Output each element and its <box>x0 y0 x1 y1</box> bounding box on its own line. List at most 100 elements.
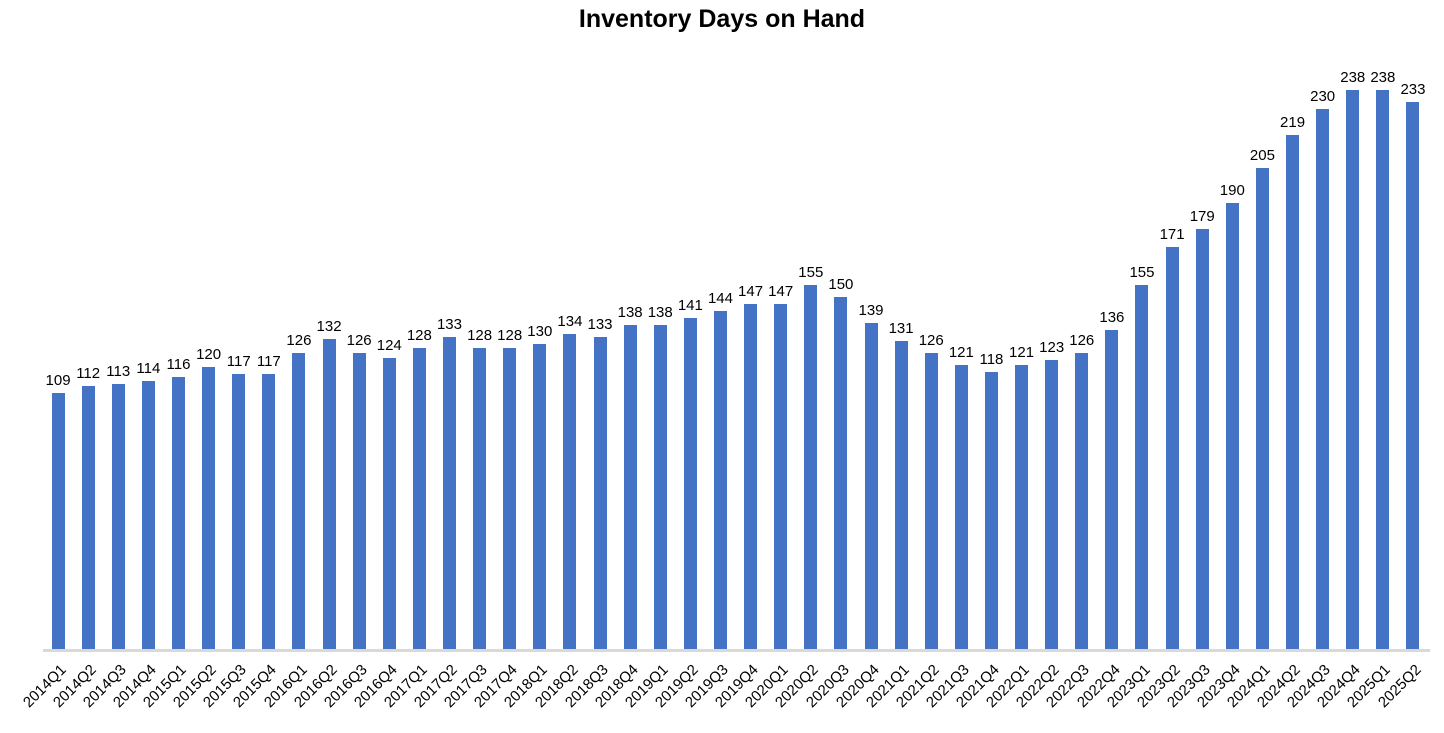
bar-2018Q3 <box>593 336 607 649</box>
category-slot-2014Q3: 113 2014Q3 <box>80 60 133 711</box>
category-slot-2017Q2: 133 2017Q2 <box>411 60 464 711</box>
category-slot-2017Q1: 128 2017Q1 <box>381 60 434 711</box>
bar-2014Q1 <box>51 393 65 649</box>
category-slot-2020Q1: 147 2020Q1 <box>742 60 796 711</box>
category-slot-2014Q1: 109 2014Q1 <box>20 60 73 711</box>
category-slot-2015Q4: 117 2015Q4 <box>230 60 284 711</box>
bar-2024Q1 <box>1255 167 1269 649</box>
bar-value-label: 126 <box>346 332 372 350</box>
bar-value-label: 123 <box>1039 339 1065 357</box>
bar-value-label: 128 <box>406 327 432 345</box>
category-slot-2023Q3: 179 2023Q3 <box>1164 60 1217 711</box>
category-slot-2024Q4: 238 2024Q4 <box>1314 60 1368 711</box>
category-slot-2014Q4: 114 2014Q4 <box>110 60 163 711</box>
category-slot-2016Q1: 126 2016Q1 <box>260 60 314 711</box>
bar-2023Q2 <box>1165 247 1179 649</box>
bar-value-label: 138 <box>647 303 673 321</box>
category-slot-2021Q3: 121 2021Q3 <box>923 60 976 711</box>
bar-2020Q1 <box>774 303 788 649</box>
x-axis-line <box>43 649 1430 652</box>
category-slot-2018Q1: 130 2018Q1 <box>501 60 555 711</box>
category-slot-2020Q2: 155 2020Q2 <box>772 60 826 711</box>
bar-2019Q3 <box>713 310 727 649</box>
bar-2022Q4 <box>1105 329 1119 649</box>
bar-value-label: 147 <box>738 282 764 300</box>
bar-2021Q3 <box>954 364 968 649</box>
category-slot-2023Q4: 190 2023Q4 <box>1194 60 1247 711</box>
bar-2016Q4 <box>382 357 396 649</box>
bar-value-label: 112 <box>76 364 101 382</box>
bar-value-label: 155 <box>1129 263 1155 281</box>
category-slot-2024Q3: 230 2024Q3 <box>1284 60 1338 711</box>
category-slot-2022Q4: 136 2022Q4 <box>1073 60 1127 711</box>
bar-2024Q3 <box>1316 108 1330 649</box>
bar-value-label: 128 <box>467 327 493 345</box>
category-slot-2021Q2: 126 2021Q2 <box>893 60 946 711</box>
bar-value-label: 138 <box>617 303 643 321</box>
category-slot-2025Q2: 233 2025Q2 <box>1375 60 1428 711</box>
category-slot-2018Q2: 134 2018Q2 <box>531 60 585 711</box>
chart-title: Inventory Days on Hand <box>578 5 866 33</box>
bar-value-label: 121 <box>1009 343 1035 361</box>
category-slot-2021Q1: 131 2021Q1 <box>863 60 916 711</box>
bar-value-label: 126 <box>286 332 312 350</box>
bar-value-label: 121 <box>948 343 974 361</box>
category-slot-2025Q1: 238 2025Q1 <box>1344 60 1398 711</box>
bar-2015Q1 <box>171 376 185 649</box>
bar-value-label: 190 <box>1219 181 1245 199</box>
category-slot-2017Q4: 128 2017Q4 <box>471 60 525 711</box>
bar-value-label: 150 <box>828 275 854 293</box>
category-slot-2016Q4: 124 2016Q4 <box>351 60 404 711</box>
category-slot-2018Q4: 138 2018Q4 <box>592 60 645 711</box>
bar-2022Q1 <box>1015 364 1029 649</box>
bar-2025Q1 <box>1376 90 1390 649</box>
category-slot-2024Q2: 219 2024Q2 <box>1254 60 1307 711</box>
bar-2022Q2 <box>1045 360 1059 649</box>
bar-value-label: 136 <box>1099 308 1125 326</box>
category-slot-2024Q1: 205 2024Q1 <box>1224 60 1277 712</box>
bar-2020Q3 <box>834 296 848 649</box>
bar-value-label: 219 <box>1280 113 1306 131</box>
bar-2018Q2 <box>563 334 577 649</box>
category-slot-2023Q1: 155 2023Q1 <box>1104 60 1157 711</box>
category-slot-2019Q2: 141 2019Q2 <box>652 60 705 711</box>
bar-2021Q4 <box>984 371 998 649</box>
bar-2021Q1 <box>894 341 908 649</box>
bar-2020Q2 <box>804 284 818 649</box>
bar-value-label: 238 <box>1370 69 1396 86</box>
bar-2016Q2 <box>322 339 336 649</box>
category-slot-2019Q3: 144 2019Q3 <box>682 60 735 711</box>
bar-2015Q2 <box>202 367 216 649</box>
bar-value-label: 118 <box>979 350 1004 368</box>
bar-value-label: 233 <box>1400 80 1426 98</box>
bar-2018Q4 <box>623 324 637 649</box>
category-slot-2015Q2: 120 2015Q2 <box>170 60 224 711</box>
bar-2021Q2 <box>924 353 938 649</box>
bar-2015Q4 <box>262 374 276 649</box>
category-slot-2022Q3: 126 2022Q3 <box>1043 60 1097 711</box>
bar-value-label: 117 <box>226 353 251 371</box>
category-slot-2019Q4: 147 2019Q4 <box>712 60 766 711</box>
bar-2022Q3 <box>1075 353 1089 649</box>
bar-value-label: 113 <box>106 362 131 380</box>
bar-value-label: 130 <box>527 322 553 340</box>
category-slot-2017Q3: 128 2017Q3 <box>441 60 495 711</box>
bar-value-label: 126 <box>1069 332 1095 350</box>
bar-2017Q3 <box>473 348 487 649</box>
category-slot-2020Q4: 139 2020Q4 <box>833 60 886 712</box>
bar-value-label: 230 <box>1310 87 1336 105</box>
bar-value-label: 117 <box>256 353 281 371</box>
bar-2019Q2 <box>683 317 697 649</box>
category-slot-2014Q2: 112 2014Q2 <box>50 60 103 711</box>
bar-value-label: 116 <box>166 355 191 373</box>
category-slot-2020Q3: 150 2020Q3 <box>802 60 856 711</box>
bar-2024Q2 <box>1286 134 1300 649</box>
category-slot-2019Q1: 138 2019Q1 <box>622 60 675 711</box>
bar-2014Q3 <box>111 383 125 649</box>
bar-2014Q4 <box>141 381 155 649</box>
bar-value-label: 147 <box>768 282 794 300</box>
bar-value-label: 120 <box>196 346 222 364</box>
bar-value-label: 238 <box>1340 69 1366 86</box>
bar-value-label: 126 <box>918 332 944 350</box>
